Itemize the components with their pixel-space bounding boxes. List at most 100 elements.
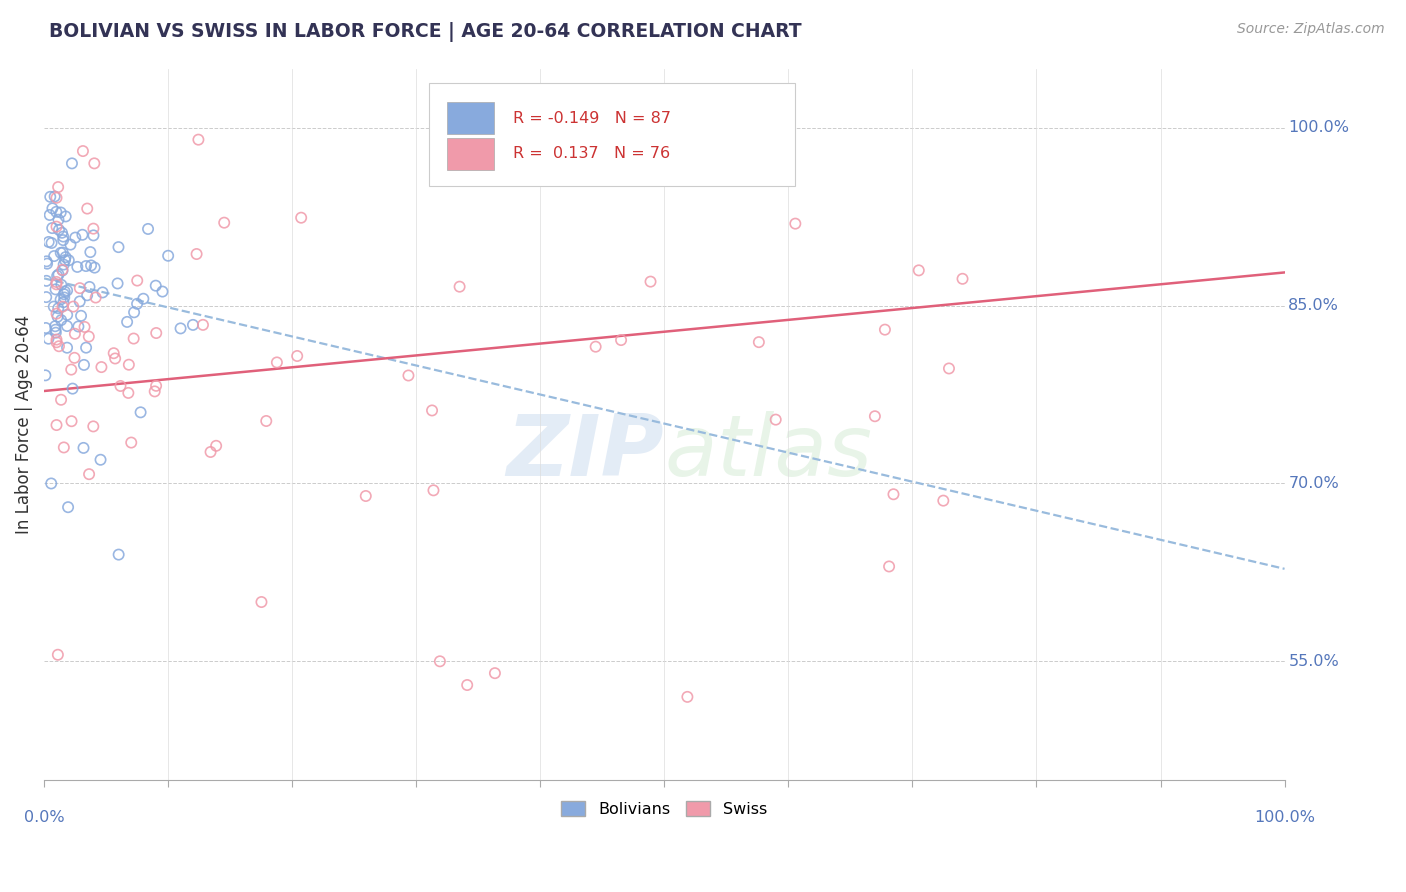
Point [181,318,204,332]
Text: 55.0%: 55.0% [1288,654,1339,669]
Point [51,300,73,314]
Point [585,340,607,354]
Point [46,268,69,283]
Point [77,467,100,482]
Point [44,319,66,334]
Point [212,216,235,230]
Point [46,180,69,194]
Point [75,341,97,355]
Point [254,414,277,428]
Point [53,253,76,268]
Point [45,326,67,340]
Text: R =  0.137   N = 76: R = 0.137 N = 76 [513,146,671,161]
Point [45,282,67,296]
Point [51,263,73,277]
Point [65,230,87,244]
Point [115,315,138,329]
Point [91,285,114,300]
Point [83,156,105,170]
Point [77,329,100,343]
Point [56,284,79,298]
Point [748,335,770,350]
Point [127,297,149,311]
Point [42,300,65,314]
Point [37,332,59,346]
Text: 70.0%: 70.0% [1288,476,1339,491]
Point [39,476,62,491]
Point [35,321,58,335]
Point [46,648,69,662]
Point [136,222,159,236]
Point [52,245,75,260]
Point [52,229,75,244]
Point [863,409,886,424]
Point [67,319,90,334]
Point [48,212,70,227]
Point [45,418,67,433]
Point [952,272,974,286]
Point [63,351,86,365]
Point [37,257,59,271]
Point [169,321,191,335]
Text: Source: ZipAtlas.com: Source: ZipAtlas.com [1237,22,1385,37]
Point [69,294,91,309]
Point [42,249,65,263]
Point [44,189,66,203]
Point [51,277,73,292]
Point [49,392,72,407]
Point [79,280,101,294]
Point [266,355,288,369]
Point [48,268,70,282]
Point [52,287,75,301]
Point [145,326,167,340]
Point [58,253,80,268]
Point [39,190,62,204]
Point [56,341,79,355]
Point [449,279,471,293]
Point [354,489,377,503]
Text: atlas: atlas [664,411,872,494]
Point [107,240,129,254]
Point [49,313,72,327]
Point [122,332,145,346]
Point [420,403,443,417]
Point [76,288,98,302]
Point [765,412,787,426]
Point [72,144,94,158]
Point [52,441,75,455]
Point [290,211,312,225]
Point [35,274,58,288]
Point [484,666,506,681]
Point [422,483,444,498]
Point [877,559,900,574]
Point [45,204,67,219]
Point [52,258,75,272]
Y-axis label: In Labor Force | Age 20-64: In Labor Force | Age 20-64 [15,315,32,533]
Point [90,360,112,375]
FancyBboxPatch shape [447,103,495,135]
Text: 100.0%: 100.0% [1254,810,1315,824]
Point [45,335,67,350]
FancyBboxPatch shape [447,138,495,169]
Point [873,323,896,337]
Point [73,358,96,372]
Point [60,362,83,376]
Point [117,385,139,400]
Point [56,308,79,322]
Point [882,487,904,501]
Point [45,275,67,289]
Point [456,678,478,692]
FancyBboxPatch shape [429,83,794,186]
Point [35,254,58,268]
Point [48,223,70,237]
Point [45,219,67,234]
Point [49,205,72,219]
Point [62,300,84,314]
Point [49,245,72,260]
Point [69,281,91,295]
Point [63,326,86,341]
Point [55,250,77,264]
Point [785,217,807,231]
Point [187,133,209,147]
Point [127,274,149,288]
